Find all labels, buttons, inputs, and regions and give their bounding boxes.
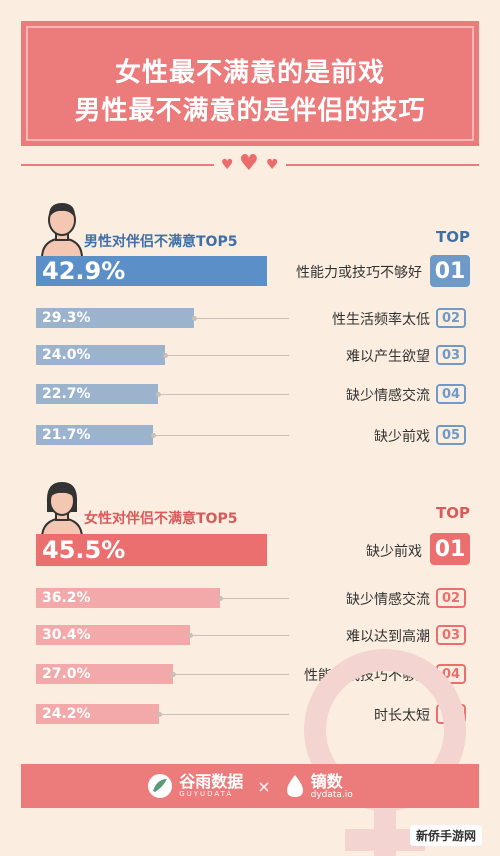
male-leader-line-4 bbox=[161, 394, 289, 395]
female-bar-1: 45.5% bbox=[36, 534, 267, 566]
male-bar-1: 42.9% bbox=[36, 256, 267, 286]
female-avatar-icon bbox=[40, 482, 84, 538]
female-section-title: 女性对伴侣不满意TOP5 bbox=[84, 511, 238, 527]
brand-separator: × bbox=[257, 776, 271, 796]
male-leader-dot-5 bbox=[151, 433, 156, 438]
male-bar-4: 22.7% bbox=[36, 384, 158, 404]
headline-1: 女性最不满意的是前戏 bbox=[114, 58, 385, 88]
male-rank-badge-2: 02 bbox=[436, 308, 466, 328]
male-bar-5: 21.7% bbox=[36, 425, 153, 445]
female-leader-dot-2 bbox=[218, 596, 223, 601]
male-top-label: TOP bbox=[436, 228, 470, 246]
male-leader-line-2 bbox=[197, 318, 289, 319]
female-leader-line-4 bbox=[176, 674, 289, 675]
female-symbol-icon bbox=[304, 649, 466, 856]
male-item-label-1: 性能力或技巧不够好 bbox=[296, 265, 422, 281]
male-leader-dot-2 bbox=[192, 316, 197, 321]
female-item-label-2: 缺少情感交流 bbox=[346, 592, 430, 608]
brand1-name: 谷雨数据 bbox=[179, 772, 244, 791]
female-leader-line-2 bbox=[223, 598, 289, 599]
male-item-label-4: 缺少情感交流 bbox=[346, 388, 430, 404]
male-leader-dot-4 bbox=[156, 392, 161, 397]
female-item-label-1: 缺少前戏 bbox=[366, 544, 422, 560]
female-leader-line-5 bbox=[162, 714, 289, 715]
female-top-label: TOP bbox=[436, 504, 470, 522]
female-rank-badge-1: 01 bbox=[430, 533, 470, 565]
male-avatar-icon bbox=[40, 203, 84, 258]
female-leader-dot-4 bbox=[171, 672, 176, 677]
male-leader-line-5 bbox=[156, 435, 289, 436]
headline-2: 男性最不满意的是伴侣的技巧 bbox=[74, 96, 426, 126]
female-leader-line-3 bbox=[193, 635, 289, 636]
female-rank-badge-2: 02 bbox=[436, 588, 466, 608]
female-leader-dot-3 bbox=[188, 633, 193, 638]
male-item-label-5: 缺少前戏 bbox=[374, 429, 430, 445]
female-bar-2: 36.2% bbox=[36, 588, 220, 608]
header-banner: 女性最不满意的是前戏 男性最不满意的是伴侣的技巧 bbox=[21, 21, 479, 146]
brand1-sub: GUYUDATA bbox=[179, 790, 234, 798]
male-rank-badge-1: 01 bbox=[430, 255, 470, 287]
male-rank-badge-3: 03 bbox=[436, 345, 466, 365]
female-bar-4: 27.0% bbox=[36, 664, 173, 684]
heart-icon: ♥ bbox=[239, 151, 259, 176]
male-leader-line-3 bbox=[168, 355, 289, 356]
male-rank-badge-5: 05 bbox=[436, 425, 466, 445]
male-section-title: 男性对伴侣不满意TOP5 bbox=[84, 234, 238, 250]
male-item-label-3: 难以产生欲望 bbox=[346, 349, 430, 365]
heart-icon: ♥ bbox=[221, 157, 234, 173]
male-item-label-2: 性生活频率太低 bbox=[332, 312, 430, 328]
male-rank-badge-4: 04 bbox=[436, 384, 466, 404]
female-leader-dot-5 bbox=[157, 712, 162, 717]
dydata-logo-icon bbox=[286, 775, 303, 797]
brand2-name: 镝数 bbox=[310, 771, 343, 791]
male-leader-dot-3 bbox=[163, 353, 168, 358]
female-bar-3: 30.4% bbox=[36, 625, 190, 645]
divider-left bbox=[21, 164, 214, 166]
female-bar-5: 24.2% bbox=[36, 704, 159, 724]
female-rank-badge-3: 03 bbox=[436, 625, 466, 645]
male-bar-3: 24.0% bbox=[36, 345, 165, 365]
brand2-sub: dydata.io bbox=[310, 789, 353, 800]
banner-frame bbox=[26, 26, 474, 141]
watermark-label: 新侨手游网 bbox=[409, 825, 482, 846]
male-bar-2: 29.3% bbox=[36, 308, 194, 328]
heart-icon: ♥ bbox=[266, 157, 279, 173]
footer-banner: 谷雨数据 GUYUDATA × 镝数 dydata.io bbox=[21, 764, 479, 808]
female-item-label-3: 难以达到高潮 bbox=[346, 629, 430, 645]
female-item-label-5: 时长太短 bbox=[374, 708, 430, 724]
divider-right bbox=[286, 164, 479, 166]
guyu-logo-icon bbox=[148, 774, 173, 798]
